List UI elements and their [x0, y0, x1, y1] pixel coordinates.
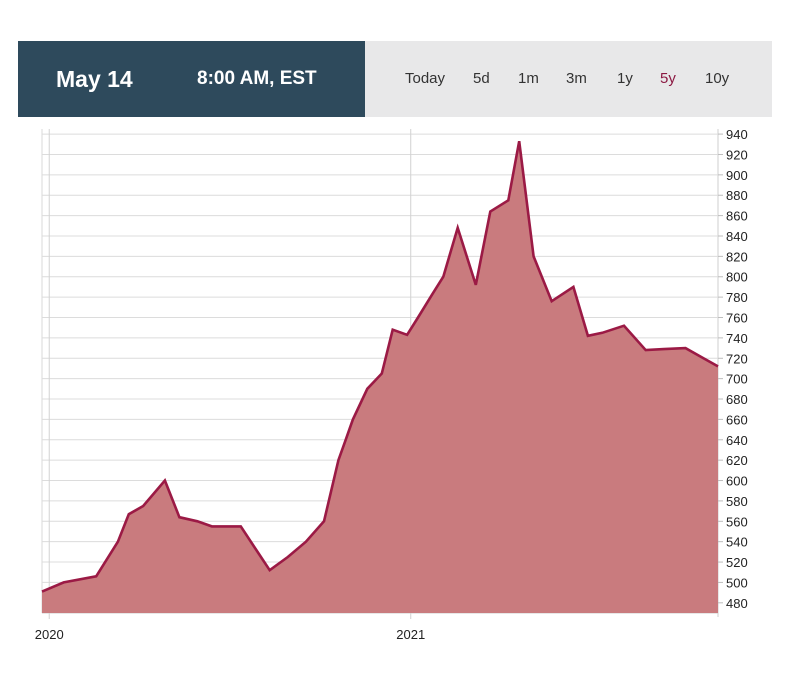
y-tick-label: 780 [726, 290, 748, 305]
y-tick-label: 740 [726, 331, 748, 346]
x-tick-label: 2021 [396, 627, 425, 642]
y-tick-label: 920 [726, 147, 748, 162]
y-tick-label: 620 [726, 453, 748, 468]
date-label: May 14 [56, 66, 133, 92]
y-tick-label: 520 [726, 555, 748, 570]
y-tick-label: 880 [726, 188, 748, 203]
y-tick-label: 900 [726, 168, 748, 183]
range-5d-button[interactable]: 5d [473, 70, 490, 87]
y-tick-label: 680 [726, 392, 748, 407]
range-selector: Today 5d 1m 3m 1y 5y 10y [365, 41, 772, 117]
y-axis: 480 500 520 540 560 580 600 620 640 660 680 700 720 7… [718, 127, 748, 611]
y-tick-label: 500 [726, 575, 748, 590]
time-label: 8:00 AM, EST [197, 68, 317, 89]
chart-header: May 14 8:00 AM, EST Today 5d 1m 3m 1y 5y… [18, 41, 772, 117]
range-5y-button[interactable]: 5y [660, 70, 676, 87]
range-1y-button[interactable]: 1y [617, 70, 633, 87]
range-10y-button[interactable]: 10y [705, 70, 730, 87]
y-tick-label: 640 [726, 433, 748, 448]
y-tick-label: 480 [726, 596, 748, 611]
y-tick-label: 560 [726, 514, 748, 529]
x-axis: 2020 2021 [35, 627, 425, 642]
range-1m-button[interactable]: 1m [518, 70, 539, 87]
y-tick-label: 800 [726, 270, 748, 285]
y-tick-label: 760 [726, 311, 748, 326]
range-today-button[interactable]: Today [405, 70, 446, 87]
y-tick-label: 700 [726, 372, 748, 387]
y-tick-label: 660 [726, 412, 748, 427]
y-tick-label: 940 [726, 127, 748, 142]
y-tick-label: 580 [726, 494, 748, 509]
series-line [41, 140, 719, 593]
y-tick-label: 600 [726, 474, 748, 489]
y-tick-label: 860 [726, 209, 748, 224]
date-time-panel: May 14 8:00 AM, EST [18, 41, 365, 117]
y-tick-label: 820 [726, 249, 748, 264]
y-tick-label: 720 [726, 351, 748, 366]
area-series [41, 140, 719, 613]
y-tick-label: 840 [726, 229, 748, 244]
y-tick-label: 540 [726, 535, 748, 550]
x-tick-label: 2020 [35, 627, 64, 642]
range-3m-button[interactable]: 3m [566, 70, 587, 87]
